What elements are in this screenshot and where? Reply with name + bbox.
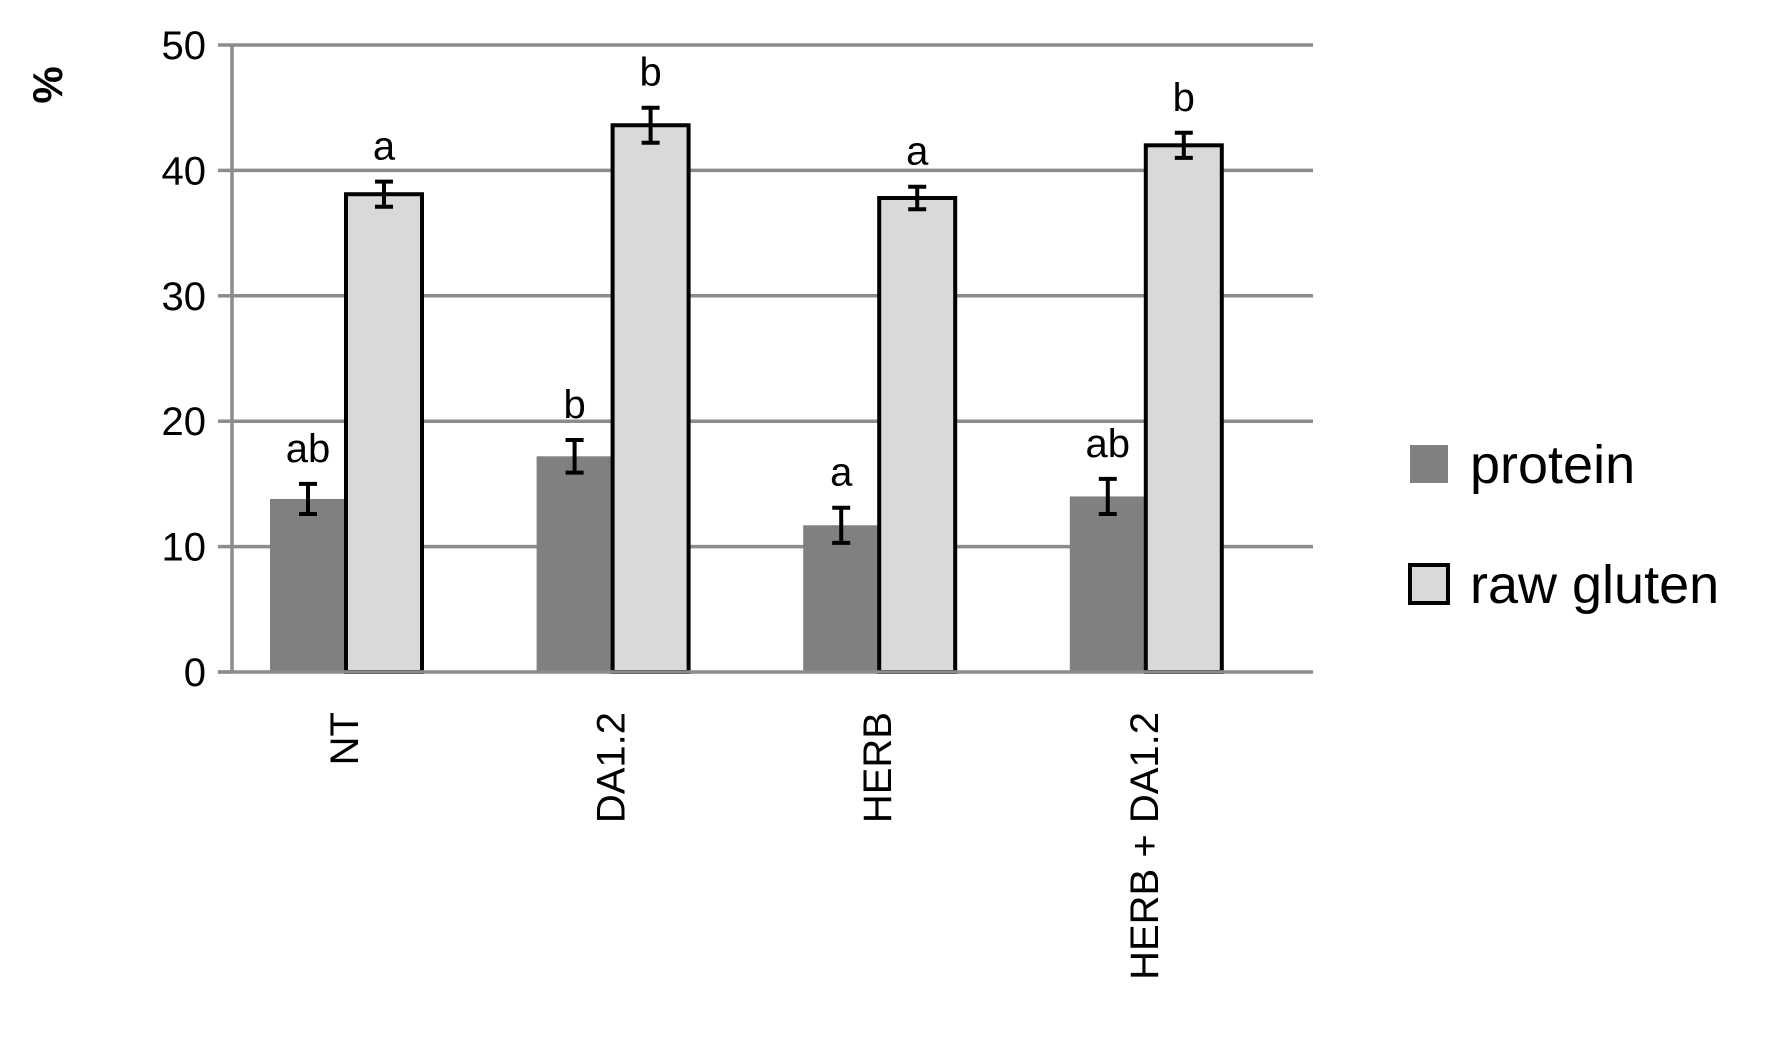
y-tick-label: 30 xyxy=(162,275,207,319)
significance-label: ab xyxy=(1086,422,1131,466)
y-axis-label: % xyxy=(24,66,71,103)
bar-raw-gluten xyxy=(877,195,958,674)
bar-protein xyxy=(270,498,346,672)
legend: protein raw gluten xyxy=(1408,435,1719,615)
bar-protein xyxy=(803,525,880,672)
axes xyxy=(218,43,1313,674)
legend-label: raw gluten xyxy=(1470,555,1719,615)
y-tick-label: 10 xyxy=(162,526,207,570)
bar-raw-gluten xyxy=(610,123,691,675)
legend-swatch xyxy=(1410,445,1448,483)
significance-label: ab xyxy=(286,427,331,471)
y-tick-label: 20 xyxy=(162,400,207,444)
x-tick-label: NT xyxy=(323,712,367,765)
y-tick-label: 50 xyxy=(162,24,207,68)
significance-label: a xyxy=(906,130,929,174)
x-tick-labels: NT DA1.2 HERB HERB + DA1.2 xyxy=(323,712,1167,980)
bar-raw-gluten xyxy=(1143,143,1224,674)
significance-label: a xyxy=(830,451,853,495)
y-tick-labels: 0 10 20 30 40 50 xyxy=(162,24,207,695)
y-tick-label: 40 xyxy=(162,149,207,193)
significance-label: a xyxy=(373,125,396,169)
significance-label: b xyxy=(563,383,585,427)
y-tick-label: 0 xyxy=(184,651,206,695)
x-tick-label: HERB xyxy=(856,712,900,823)
x-tick-label: DA1.2 xyxy=(590,712,634,823)
bar-raw-gluten xyxy=(344,192,424,674)
significance-label: b xyxy=(1173,76,1195,120)
bar-protein xyxy=(1069,496,1146,672)
legend-label: protein xyxy=(1470,435,1635,495)
legend-swatch xyxy=(1408,563,1450,605)
bar-protein xyxy=(536,456,613,672)
significance-label: b xyxy=(639,51,661,95)
x-tick-label: HERB + DA1.2 xyxy=(1123,712,1167,980)
